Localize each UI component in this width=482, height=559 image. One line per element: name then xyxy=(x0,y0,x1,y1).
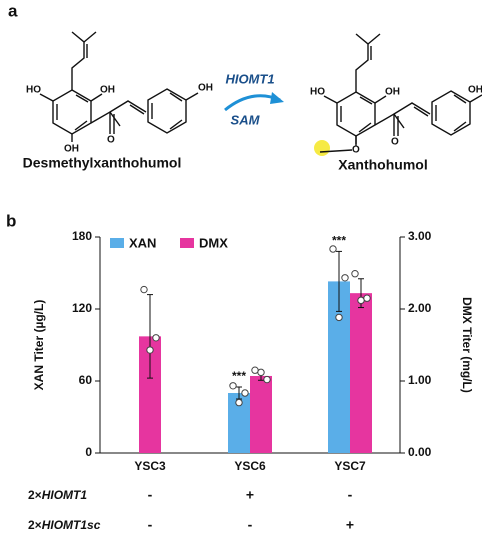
chart: 0 60 120 180 0.00 1.00 2.00 3.00 XAN Titer (µg/L… xyxy=(28,229,474,533)
data-point xyxy=(241,389,249,397)
legend-swatch xyxy=(180,238,194,248)
y2-tick-label: 0.00 xyxy=(408,445,432,459)
data-point xyxy=(341,274,349,282)
legend-label: XAN xyxy=(129,235,156,250)
panel-a: a HO OH OH O OH HO OH O O OH HIOMT1 SAM … xyxy=(8,1,482,173)
data-point xyxy=(235,398,243,407)
bar xyxy=(139,336,161,453)
data-point xyxy=(335,313,343,322)
y-tick-label: 60 xyxy=(79,373,93,387)
data-point xyxy=(257,368,265,377)
legend-label: DMX xyxy=(199,235,228,250)
data-point xyxy=(351,270,359,278)
bar xyxy=(350,293,372,453)
arrow-head xyxy=(270,92,284,104)
atom-label: HO xyxy=(26,85,41,96)
row-mark: + xyxy=(246,487,254,503)
y2-tick-label: 3.00 xyxy=(408,229,432,243)
row-mark: - xyxy=(148,487,153,503)
data-point xyxy=(363,294,371,302)
data-point xyxy=(146,346,154,354)
data-point xyxy=(357,296,365,305)
data-point xyxy=(229,382,237,390)
atom-label: HO xyxy=(310,87,325,98)
atom-label: OH xyxy=(100,85,115,96)
row-gene: HIOMT1 xyxy=(42,488,88,502)
enzyme-label: HIOMT1 xyxy=(225,71,274,86)
row-mark: - xyxy=(348,487,353,503)
y-axis-label: XAN Titer (µg/L) xyxy=(32,300,46,391)
cofactor-label: SAM xyxy=(231,112,261,127)
product-structure xyxy=(323,33,482,145)
substrate-structure xyxy=(39,31,199,143)
atom-label: OH xyxy=(468,85,482,96)
bar xyxy=(228,393,250,453)
y-tick-label: 120 xyxy=(72,301,92,315)
data-point xyxy=(263,375,271,384)
y-tick-label: 180 xyxy=(72,229,92,243)
row-mark: - xyxy=(148,517,153,533)
atom-label: O xyxy=(391,137,399,148)
x-tick-label: YSC7 xyxy=(334,459,366,473)
data-point xyxy=(251,366,259,374)
data-point xyxy=(329,245,337,253)
data-point xyxy=(152,334,160,342)
row-prefix: 2× xyxy=(28,518,42,532)
x-tick-label: YSC6 xyxy=(234,459,266,473)
y2-tick-label: 1.00 xyxy=(408,373,432,387)
significance: *** xyxy=(232,369,246,383)
compound-name: Desmethylxanthohumol xyxy=(23,155,182,171)
row-mark: - xyxy=(248,517,253,533)
compound-name: Xanthohumol xyxy=(338,157,427,173)
atom-label: OH xyxy=(198,83,213,94)
row-label: 2×HIOMT1 xyxy=(28,488,87,502)
panel-label: b xyxy=(6,211,16,230)
atom-label: O xyxy=(107,135,115,146)
y2-axis-label: DMX Titer (mg/L) xyxy=(460,297,474,393)
x-tick-label: YSC3 xyxy=(134,459,166,473)
atom-label: OH xyxy=(385,87,400,98)
atom-label: O xyxy=(352,145,360,156)
data-point xyxy=(140,285,148,294)
significance: *** xyxy=(332,234,346,248)
row-gene: HIOMT1sc xyxy=(42,518,101,532)
highlight xyxy=(314,140,330,156)
row-prefix: 2× xyxy=(28,488,42,502)
panel-label: a xyxy=(8,1,18,20)
legend-swatch xyxy=(110,238,124,248)
y-tick-label: 0 xyxy=(85,445,92,459)
bar xyxy=(328,281,350,453)
y2-tick-label: 2.00 xyxy=(408,301,432,315)
row-label: 2×HIOMT1sc xyxy=(28,518,101,532)
atom-label: OH xyxy=(64,144,79,155)
bar xyxy=(250,375,272,453)
row-mark: + xyxy=(346,517,354,533)
